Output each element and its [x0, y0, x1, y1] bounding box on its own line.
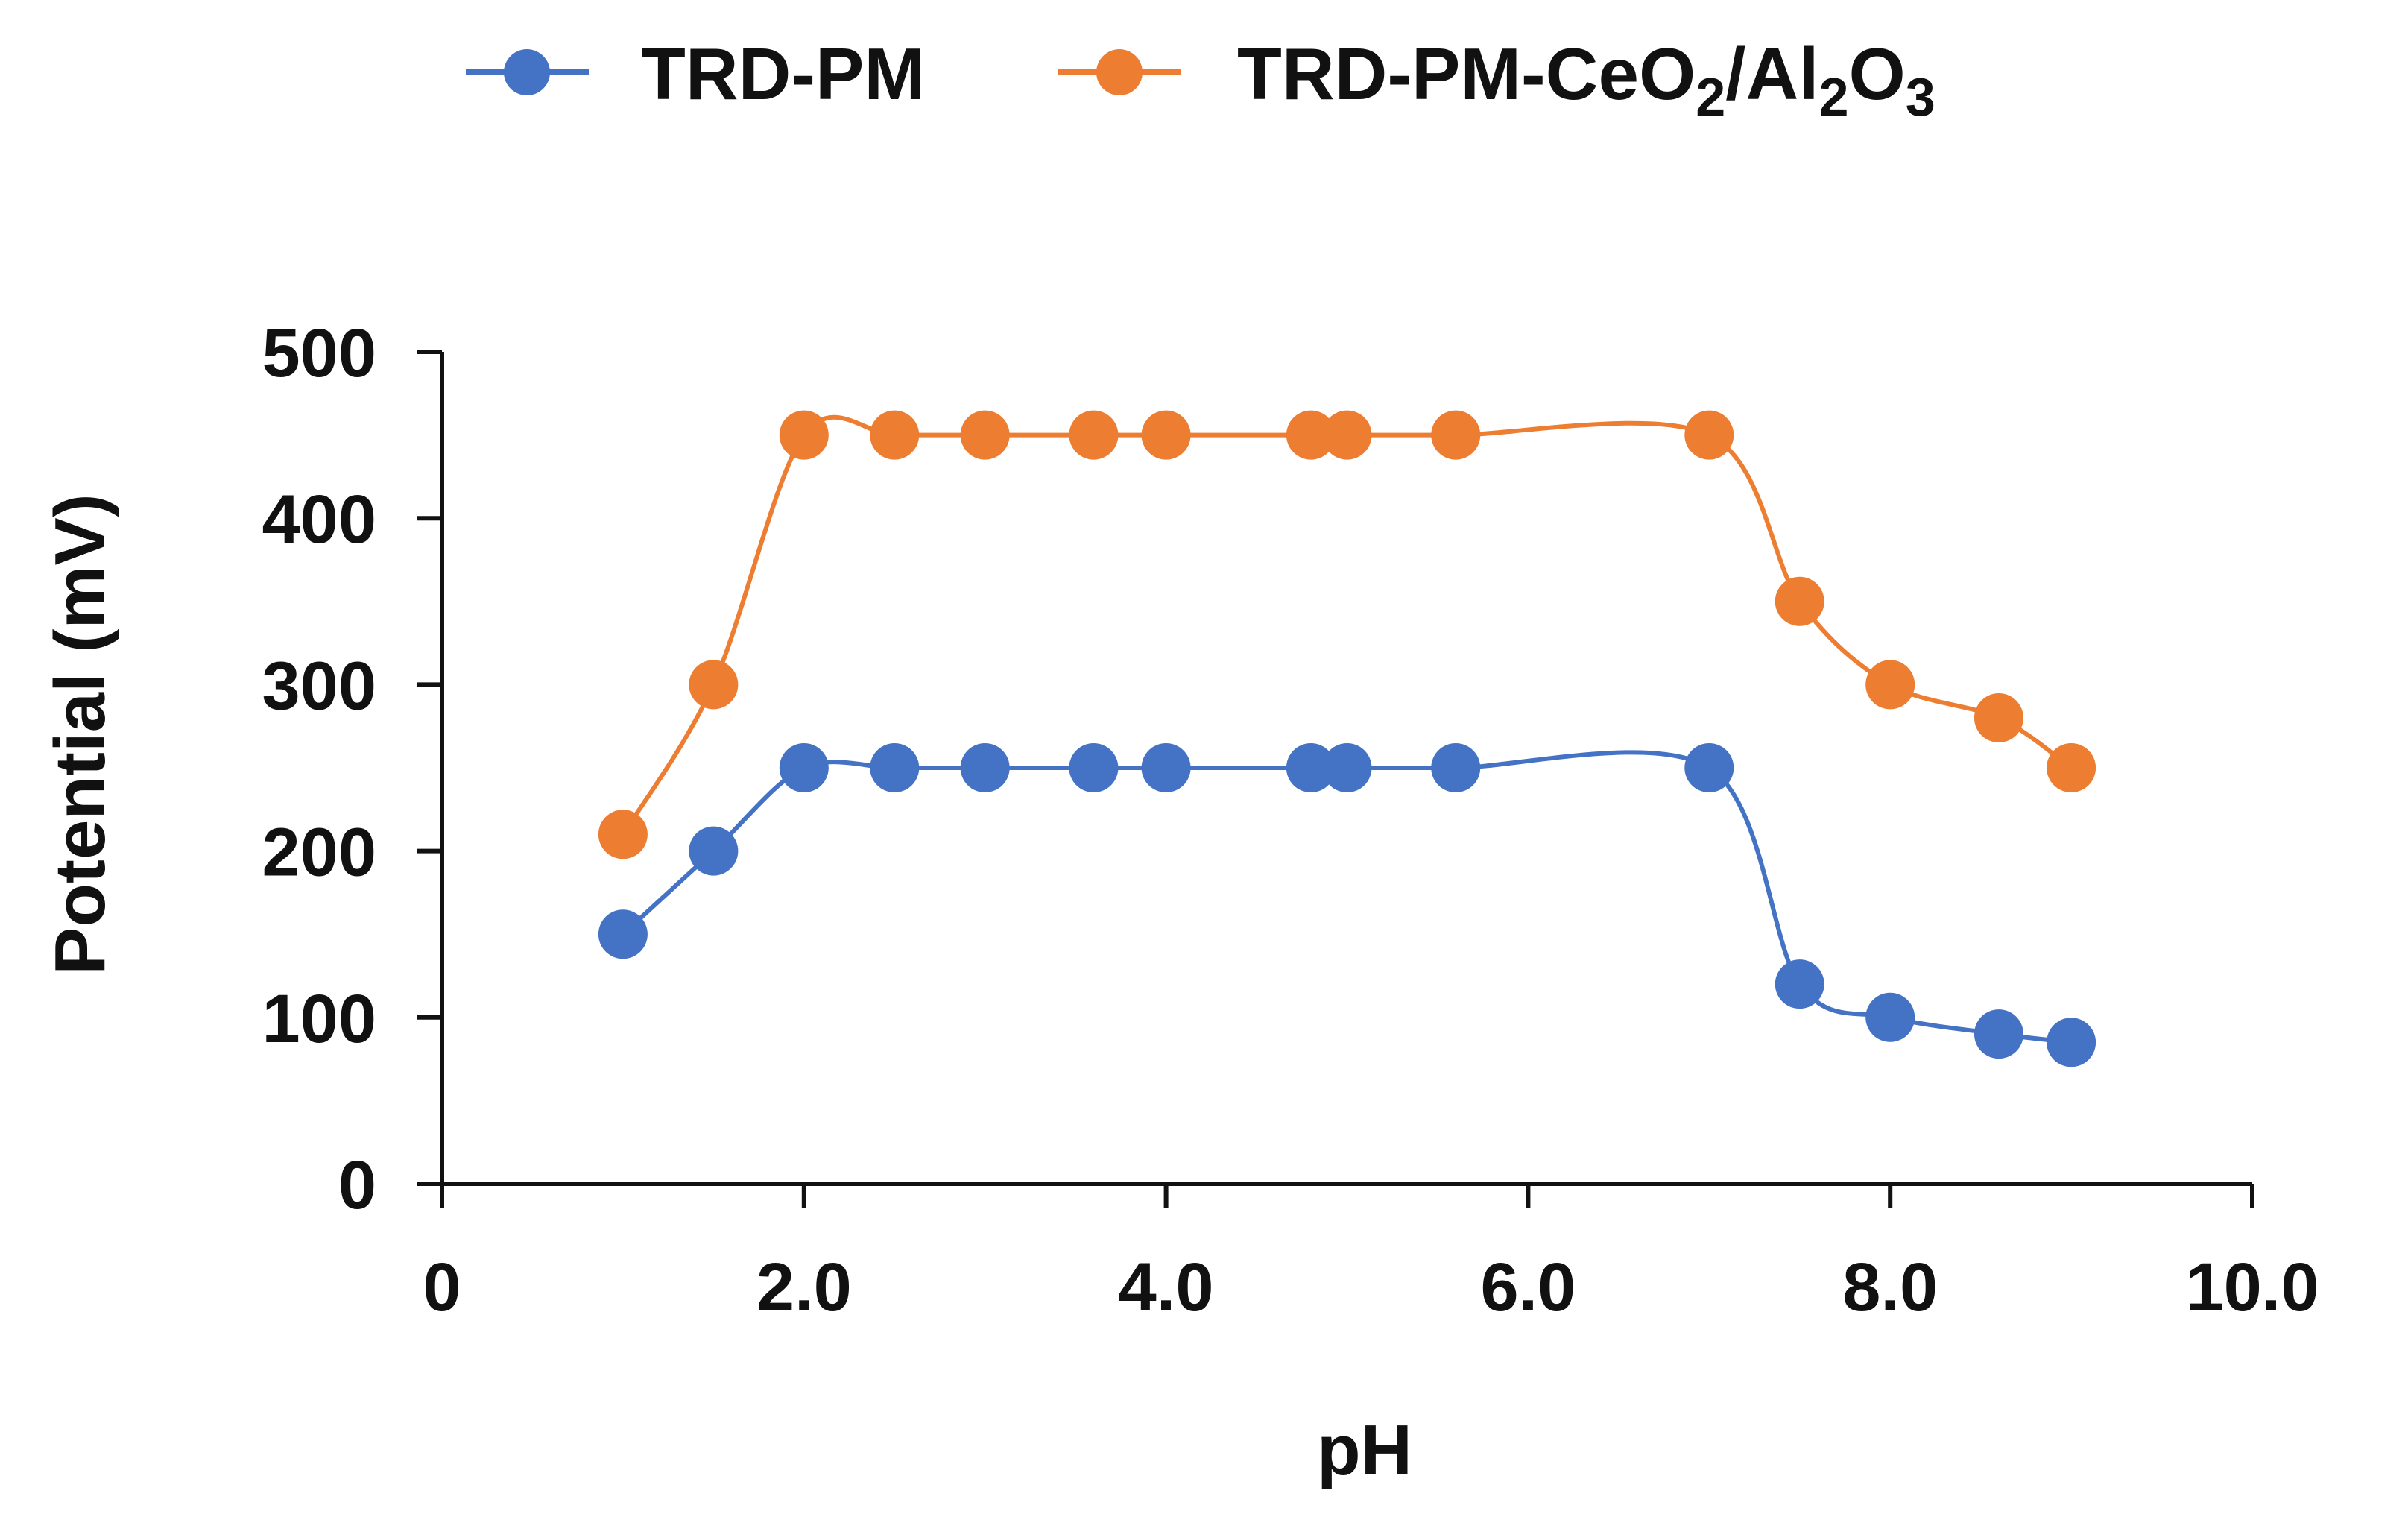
- y-ticks: 0 100 200 300 400 500: [262, 315, 442, 1223]
- y-tick-label-5: 500: [262, 315, 377, 391]
- axes: 0 100 200 300 400 500 0 2.0 4.0 6.0 8.0 10.0: [262, 315, 2319, 1325]
- x-ticks: 0 2.0 4.0 6.0 8.0 10.0: [423, 1184, 2319, 1325]
- data-point-s0-11: [1775, 959, 1824, 1009]
- data-point-s0-3: [870, 743, 920, 792]
- series-layer: [598, 410, 2096, 1067]
- data-point-s0-12: [1865, 992, 1915, 1042]
- data-point-s1-6: [1141, 410, 1191, 460]
- data-point-s1-5: [1069, 410, 1119, 460]
- x-tick-label-1: 2.0: [756, 1249, 852, 1325]
- legend-label-trd-pm-ceo2: TRD-PM-CeO2/Al2O3: [1237, 33, 1935, 127]
- data-point-s1-13: [1974, 693, 2023, 743]
- data-point-s1-1: [689, 660, 739, 710]
- y-tick-label-4: 400: [262, 482, 377, 558]
- data-point-s0-1: [689, 826, 739, 876]
- data-point-s0-13: [1974, 1009, 2023, 1059]
- data-point-s1-2: [779, 410, 829, 460]
- data-point-s1-3: [870, 410, 920, 460]
- x-axis-title: pH: [1317, 1410, 1412, 1490]
- data-point-s0-10: [1684, 743, 1734, 792]
- data-point-s1-14: [2047, 743, 2096, 792]
- series-line-0: [621, 750, 2072, 1045]
- data-point-s1-9: [1431, 410, 1481, 460]
- data-point-s1-8: [1322, 410, 1372, 460]
- x-tick-label-3: 6.0: [1480, 1249, 1576, 1325]
- y-tick-label-3: 300: [262, 648, 377, 724]
- data-point-s0-0: [598, 909, 648, 959]
- data-point-s1-7: [1286, 410, 1336, 460]
- x-tick-label-2: 4.0: [1119, 1249, 1214, 1325]
- data-point-s0-2: [779, 743, 829, 792]
- y-tick-label-2: 200: [262, 815, 377, 891]
- series-1: [598, 410, 2096, 859]
- data-point-s0-4: [960, 743, 1010, 792]
- x-tick-label-0: 0: [423, 1249, 461, 1325]
- data-point-s1-11: [1775, 576, 1824, 626]
- y-tick-label-0: 0: [338, 1147, 376, 1223]
- y-tick-label-1: 100: [262, 981, 377, 1057]
- data-point-s0-5: [1069, 743, 1119, 792]
- data-point-s0-6: [1141, 743, 1191, 792]
- legend-label-trd-pm: TRD-PM: [641, 33, 925, 115]
- x-tick-label-4: 8.0: [1842, 1249, 1938, 1325]
- y-axis-title: Potential (mV): [40, 493, 120, 974]
- data-point-s0-8: [1322, 743, 1372, 792]
- legend-marker-trd-pm-ceo2: [1096, 49, 1143, 95]
- data-point-s0-7: [1286, 743, 1336, 792]
- data-point-s1-4: [960, 410, 1010, 460]
- legend: TRD-PM TRD-PM-CeO2/Al2O3: [466, 33, 1935, 127]
- series-0: [598, 743, 2096, 1067]
- data-point-s1-12: [1865, 660, 1915, 710]
- data-point-s1-10: [1684, 410, 1734, 460]
- data-point-s0-14: [2047, 1018, 2096, 1067]
- x-tick-label-5: 10.0: [2185, 1249, 2319, 1325]
- data-point-s0-9: [1431, 743, 1481, 792]
- data-point-s1-0: [598, 810, 648, 859]
- legend-marker-trd-pm: [504, 49, 550, 95]
